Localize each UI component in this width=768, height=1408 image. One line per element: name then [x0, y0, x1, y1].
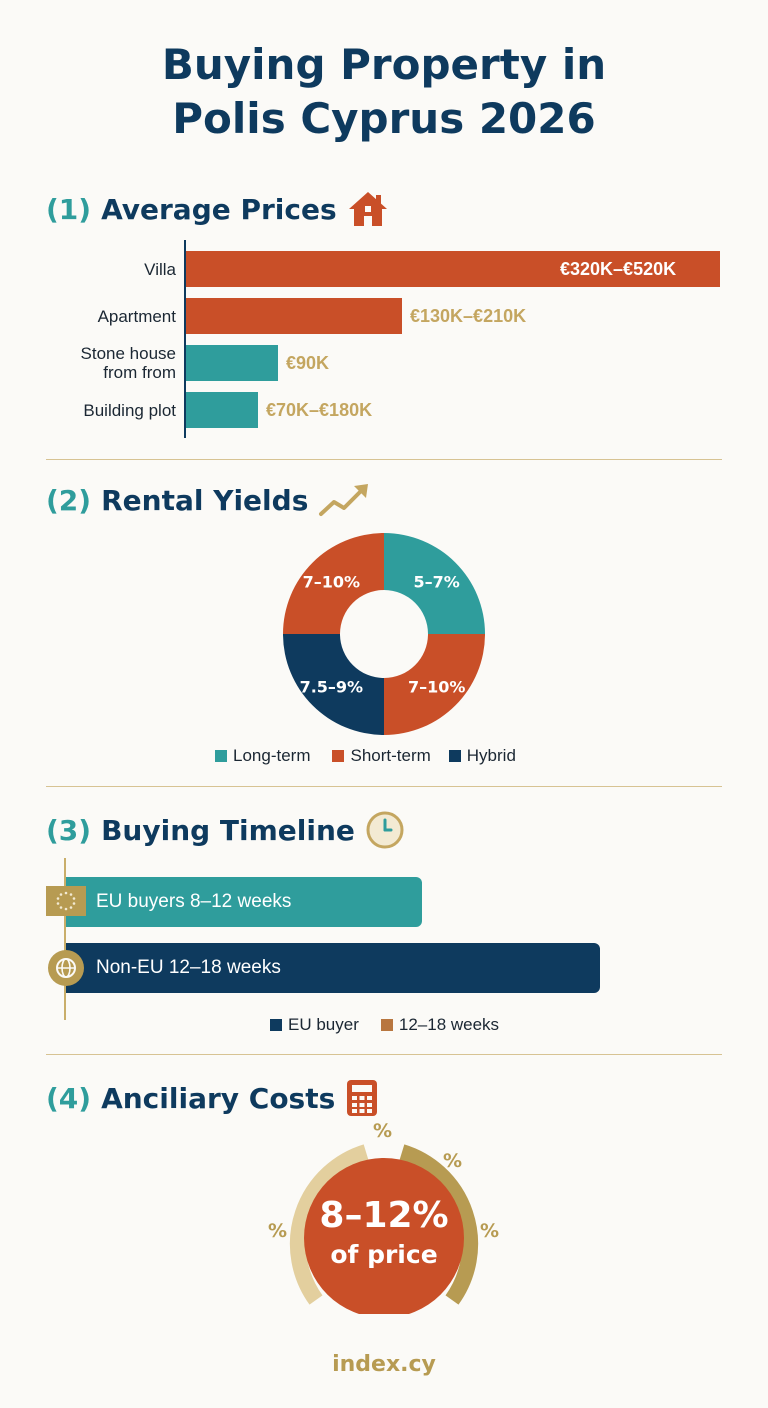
house-icon: [347, 190, 389, 228]
section-number: (2): [46, 483, 92, 517]
footer-source: index.cy: [332, 1352, 436, 1377]
category-label: Villa: [144, 259, 176, 279]
legend-label-eu-buyer: EU buyer: [288, 1015, 359, 1034]
timeline-bar-label: EU buyers 8–12 weeks: [96, 891, 292, 912]
legend-swatch-long-term: [215, 750, 227, 762]
timeline-bar: EU buyers 8–12 weeks: [66, 877, 422, 927]
timeline-legend: EU buyer 12–18 weeks: [270, 1015, 499, 1035]
section-average-prices: (1) Average Prices: [46, 190, 389, 228]
rental-yield-donut: 5–7% 7–10% 7.5–9% 7–10%: [283, 533, 485, 735]
page-title: Buying Property in Polis Cyprus 2026: [0, 38, 768, 146]
title-line-2: Polis Cyprus 2026: [172, 94, 596, 143]
donut-slice-label: 7.5–9%: [300, 678, 364, 697]
donut-legend: Long-term Short-term Hybrid: [215, 746, 516, 766]
trend-up-icon: [318, 482, 372, 518]
costs-gauge: [289, 1144, 479, 1314]
category-label: Apartment: [97, 306, 176, 326]
section-number: (3): [46, 813, 92, 847]
section-buying-timeline: (3) Buying Timeline: [46, 810, 405, 850]
legend-swatch-eu-buyer: [270, 1019, 282, 1031]
clock-icon: [365, 810, 405, 850]
timeline-bar: Non-EU 12–18 weeks: [66, 943, 600, 993]
price-value-label: €130K–€210K: [410, 306, 527, 326]
price-bar: [186, 298, 402, 334]
section-number: (4): [46, 1081, 92, 1115]
legend-swatch-hybrid: [448, 750, 461, 762]
section-anciliary-costs: (4) Anciliary Costs: [46, 1078, 379, 1118]
donut-slice-label: 7–10%: [408, 678, 465, 697]
calculator-icon: [345, 1078, 379, 1118]
price-bar: [186, 392, 258, 428]
section-title: Buying Timeline: [101, 813, 355, 847]
section-rental-yields: (2) Rental Yields: [46, 482, 372, 518]
timeline-axis: [64, 858, 66, 1020]
title-line-1: Buying Property in: [161, 40, 607, 89]
eu-flag-icon: [46, 886, 86, 916]
costs-value: 8–12%: [319, 1195, 449, 1236]
section-title: Average Prices: [101, 192, 337, 226]
category-label: Building plot: [83, 400, 176, 420]
price-bar: [186, 345, 278, 381]
globe-icon: [48, 950, 84, 986]
divider: [46, 786, 722, 787]
category-label: Stone house from from: [80, 344, 176, 382]
price-value-label: €320K–€520K: [560, 259, 677, 279]
donut-slice: [384, 634, 485, 735]
divider: [46, 459, 722, 460]
section-title: Rental Yields: [101, 483, 309, 517]
donut-slice: [283, 634, 384, 735]
legend-label-short-term: Short-term: [350, 746, 431, 765]
percent-mark: %: [480, 1220, 500, 1242]
costs-caption: of price: [330, 1240, 438, 1269]
percent-mark: %: [373, 1120, 393, 1142]
donut-slice: [283, 533, 384, 634]
legend-label-long-term: Long-term: [233, 746, 311, 765]
price-bar: [186, 251, 720, 287]
timeline-bar-label: Non-EU 12–18 weeks: [96, 957, 281, 978]
legend-swatch-short-term: [332, 750, 345, 762]
section-number: (1): [46, 192, 92, 226]
donut-slice: [384, 533, 485, 634]
donut-slice-label: 5–7%: [414, 572, 460, 591]
legend-label-12-18-weeks: 12–18 weeks: [398, 1015, 500, 1034]
legend-swatch-12-18-weeks: [380, 1019, 393, 1031]
donut-hole: [341, 591, 427, 677]
legend-label-hybrid: Hybrid: [466, 746, 516, 765]
percent-mark: %: [268, 1220, 288, 1242]
donut-slice-label: 7–10%: [303, 572, 360, 591]
percent-mark: %: [443, 1150, 463, 1172]
price-value-label: €90K: [286, 353, 330, 373]
divider: [46, 1054, 722, 1055]
section-title: Anciliary Costs: [101, 1081, 336, 1115]
price-chart-axis: [184, 240, 186, 438]
price-value-label: €70K–€180K: [266, 400, 373, 420]
